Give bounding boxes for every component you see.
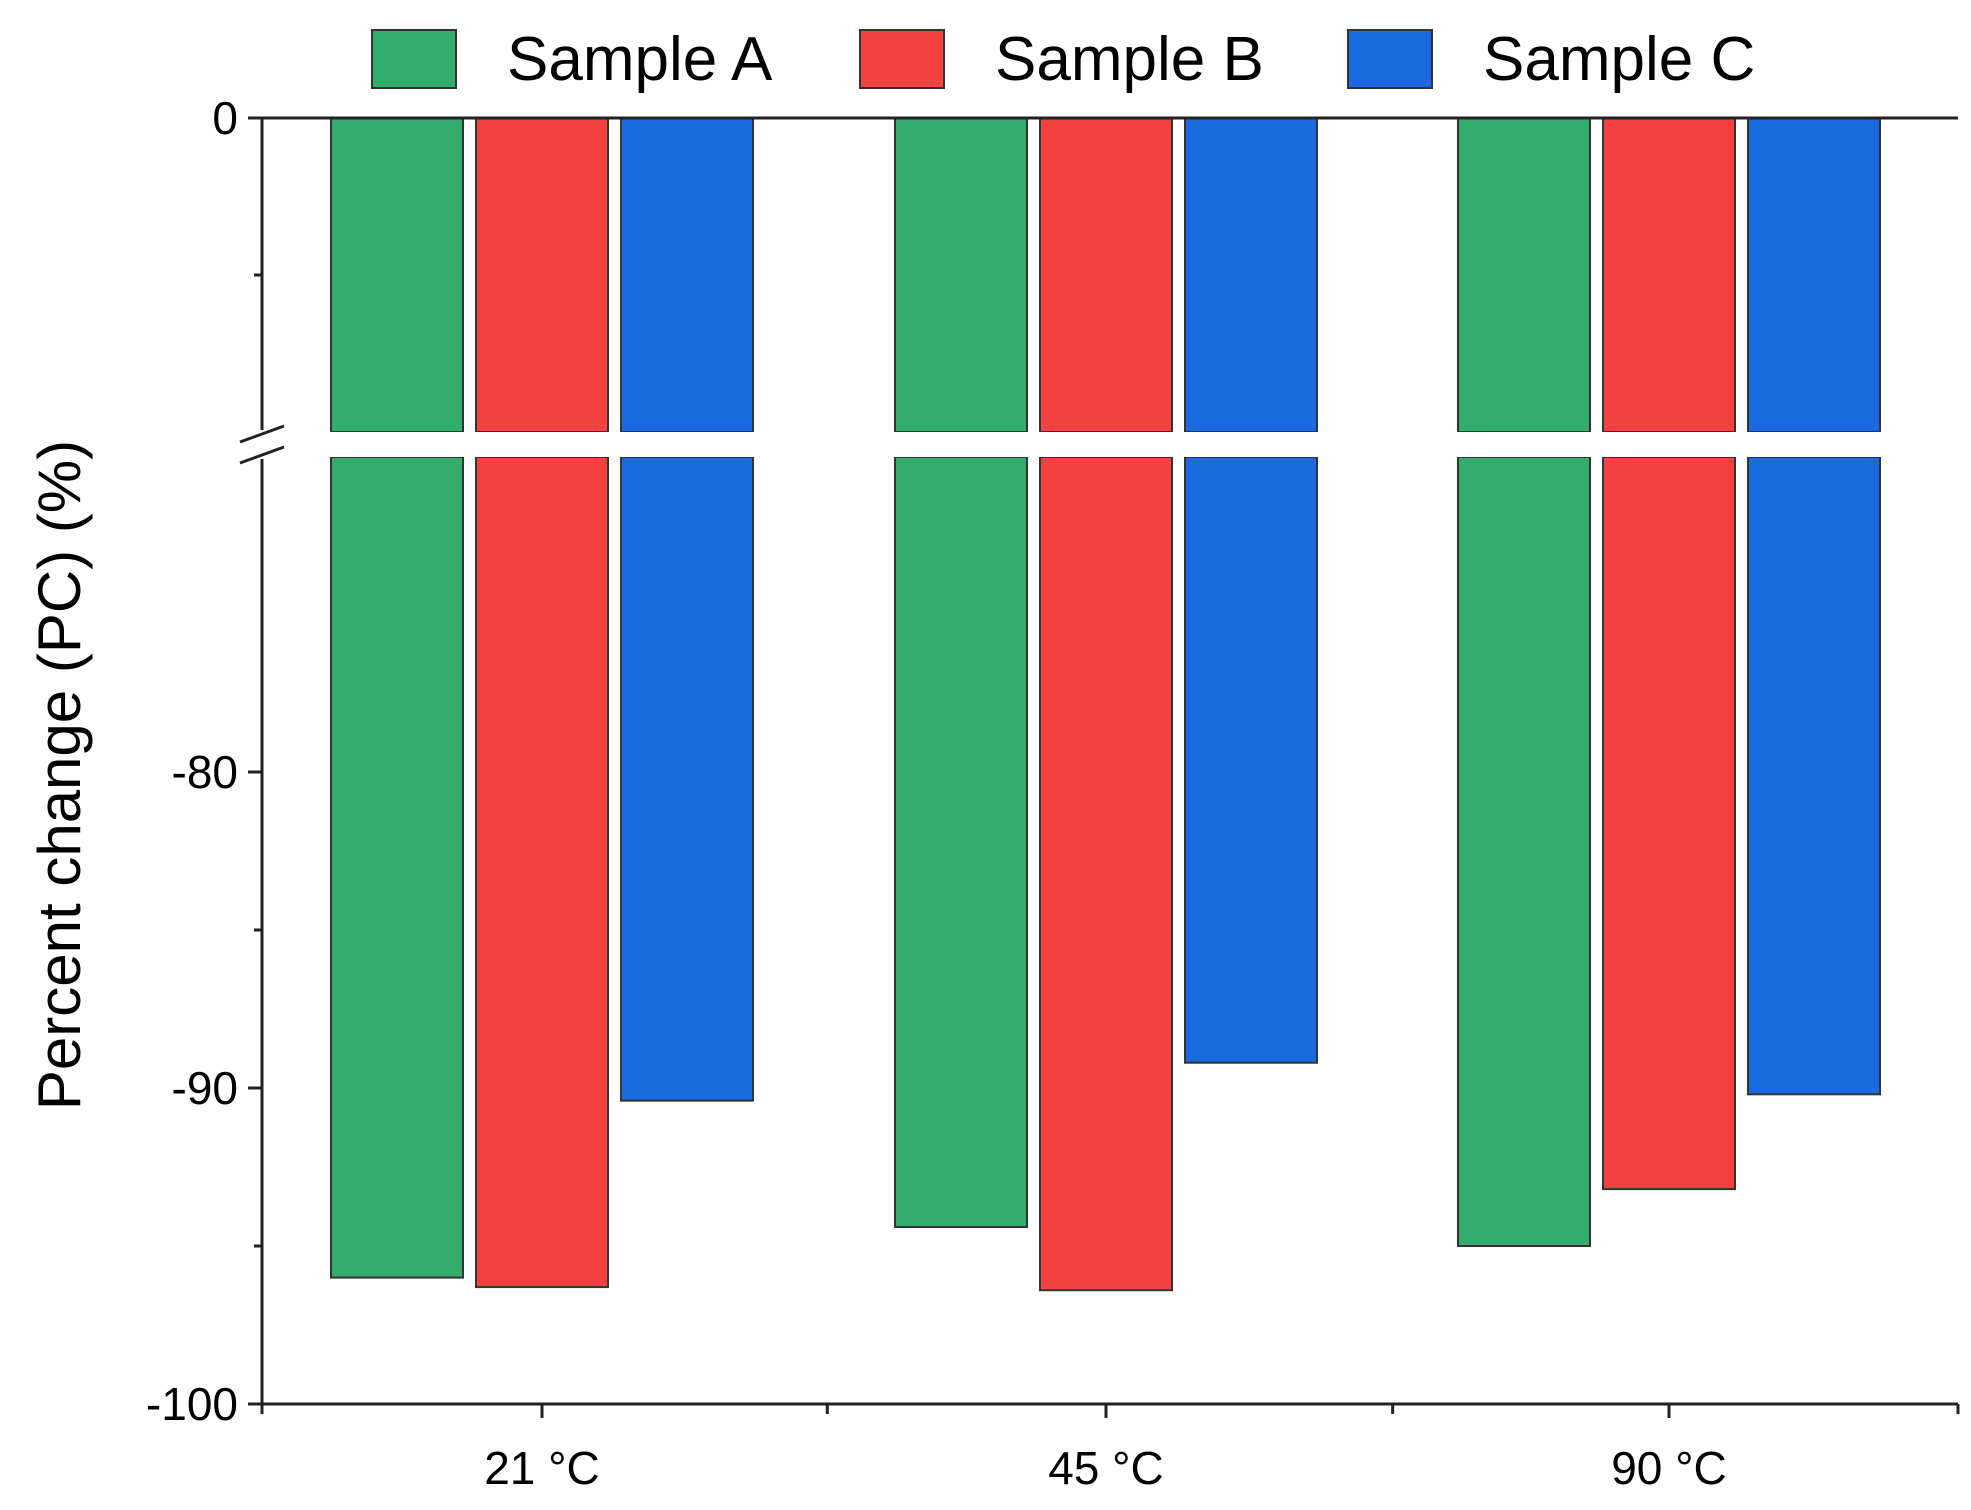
bar-sample-b-upper <box>475 117 609 433</box>
axis-break-mark-bottom <box>239 445 285 465</box>
x-tick-label: 45 °C <box>1048 1442 1164 1494</box>
y-tick-label: -80 <box>172 746 238 798</box>
bar-sample-c <box>620 456 754 1102</box>
y-tick-label: 0 <box>212 92 238 144</box>
x-tick-label: 21 °C <box>484 1442 600 1494</box>
legend-swatch-sample-b <box>859 29 945 89</box>
legend-swatch-sample-a <box>371 29 457 89</box>
y-tick-label: -90 <box>172 1062 238 1114</box>
legend-label-sample-c: Sample C <box>1483 25 1755 94</box>
bar-sample-b <box>1602 456 1736 1191</box>
axis-break-mark-top <box>239 424 285 444</box>
legend-swatch-sample-c <box>1347 29 1433 89</box>
legend-label-sample-b: Sample B <box>995 25 1264 94</box>
bar-sample-b-upper <box>1602 117 1736 433</box>
bar-sample-b-upper <box>1039 117 1173 433</box>
bar-sample-c <box>1747 456 1881 1096</box>
bar-sample-b <box>475 456 609 1289</box>
x-ticks: 21 °C 45 °C 90 °C <box>260 1404 1960 1494</box>
y-axis-title: Percent change (PC) (%) <box>26 440 93 1110</box>
bar-sample-a <box>1457 456 1591 1247</box>
bar-sample-b <box>1039 456 1173 1292</box>
bar-sample-c-upper <box>1184 117 1318 433</box>
bar-sample-a <box>894 456 1028 1229</box>
bar-sample-a <box>330 456 464 1279</box>
legend-label-sample-a: Sample A <box>507 25 773 94</box>
axes <box>232 116 1968 1406</box>
bar-sample-a-upper <box>330 117 464 433</box>
legend: Sample A Sample B Sample C <box>371 25 1755 94</box>
bar-sample-c-upper <box>1747 117 1881 433</box>
axis-break-gap <box>232 432 1968 457</box>
bar-sample-a-upper <box>894 117 1028 433</box>
x-tick-label: 90 °C <box>1611 1442 1727 1494</box>
bar-sample-c-upper <box>620 117 754 433</box>
bars <box>330 117 1881 1292</box>
y-ticks: 0 -80 -90 -100 <box>146 92 262 1430</box>
y-tick-label: -100 <box>146 1378 238 1430</box>
bar-sample-a-upper <box>1457 117 1591 433</box>
bar-sample-c <box>1184 456 1318 1064</box>
